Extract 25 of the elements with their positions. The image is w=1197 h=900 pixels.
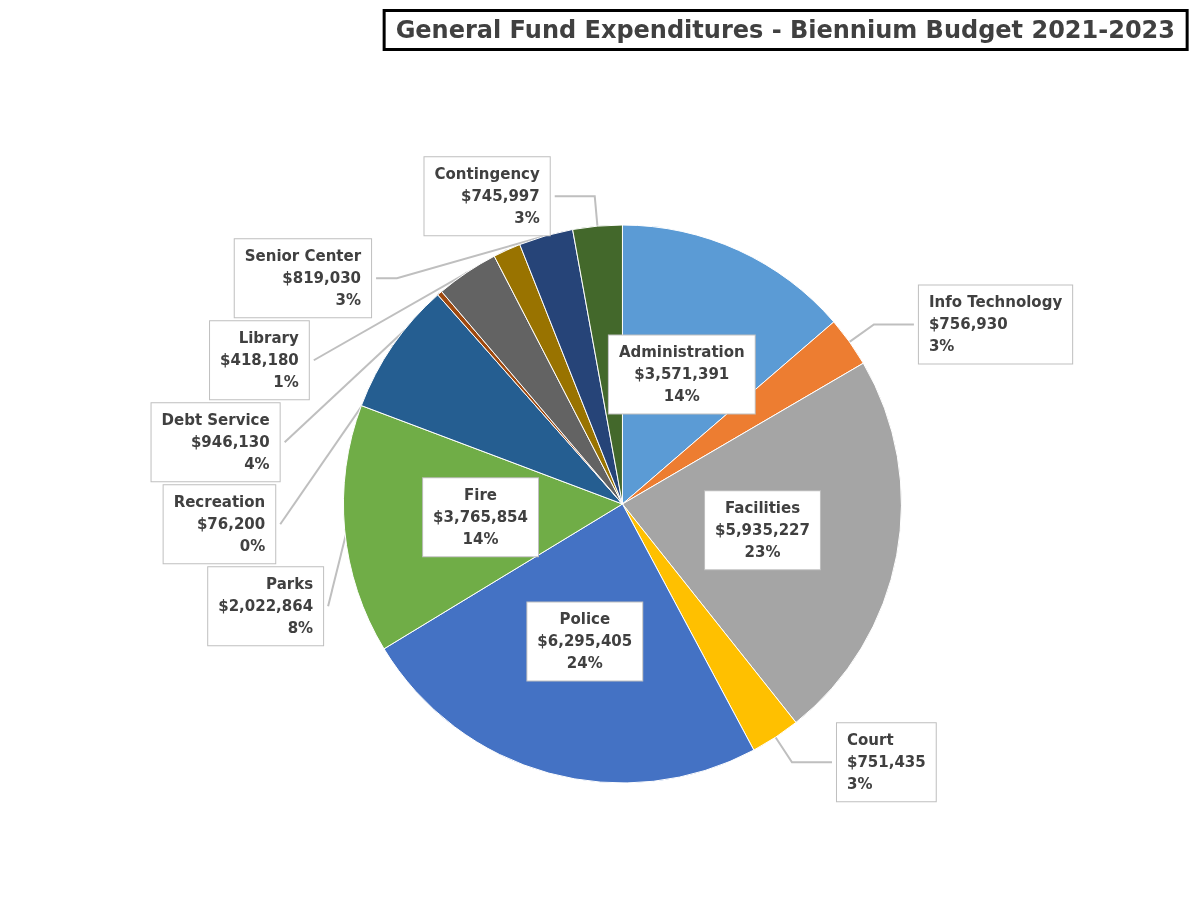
data-label: $745,997 3%	[460, 187, 540, 228]
data-label: $2,022,864 8%	[218, 597, 314, 638]
slice-label: Info Technology	[928, 293, 1063, 312]
data-label: $5,935,227 23%	[715, 521, 810, 562]
slice-label: Library	[238, 329, 300, 348]
slice-label: Parks	[266, 575, 314, 594]
slice-label: Fire	[464, 486, 498, 505]
slice-label: Administration	[618, 343, 745, 362]
slice-label: Court	[846, 731, 894, 750]
data-label: $3,765,854 14%	[433, 508, 529, 549]
data-label: $418,180 1%	[220, 351, 299, 392]
slice-label: Contingency	[434, 165, 540, 184]
data-label: $819,030 3%	[282, 269, 362, 310]
data-label: $751,435 3%	[846, 753, 926, 794]
data-label: $6,295,405 24%	[537, 632, 633, 673]
data-label: $756,930 3%	[928, 315, 1008, 356]
slice-label: Senior Center	[244, 247, 362, 266]
data-label: $3,571,391 14%	[634, 365, 730, 406]
slice-label: Recreation	[173, 493, 266, 512]
data-label: $946,130 4%	[190, 433, 270, 474]
slice-label: Facilities	[724, 499, 801, 518]
slice-label: Debt Service	[161, 411, 270, 430]
chart-title: General Fund Expenditures - Biennium Budget 2021-2023	[395, 16, 1175, 44]
data-label: $76,200 0%	[196, 515, 266, 556]
slice-label: Police	[559, 610, 611, 629]
